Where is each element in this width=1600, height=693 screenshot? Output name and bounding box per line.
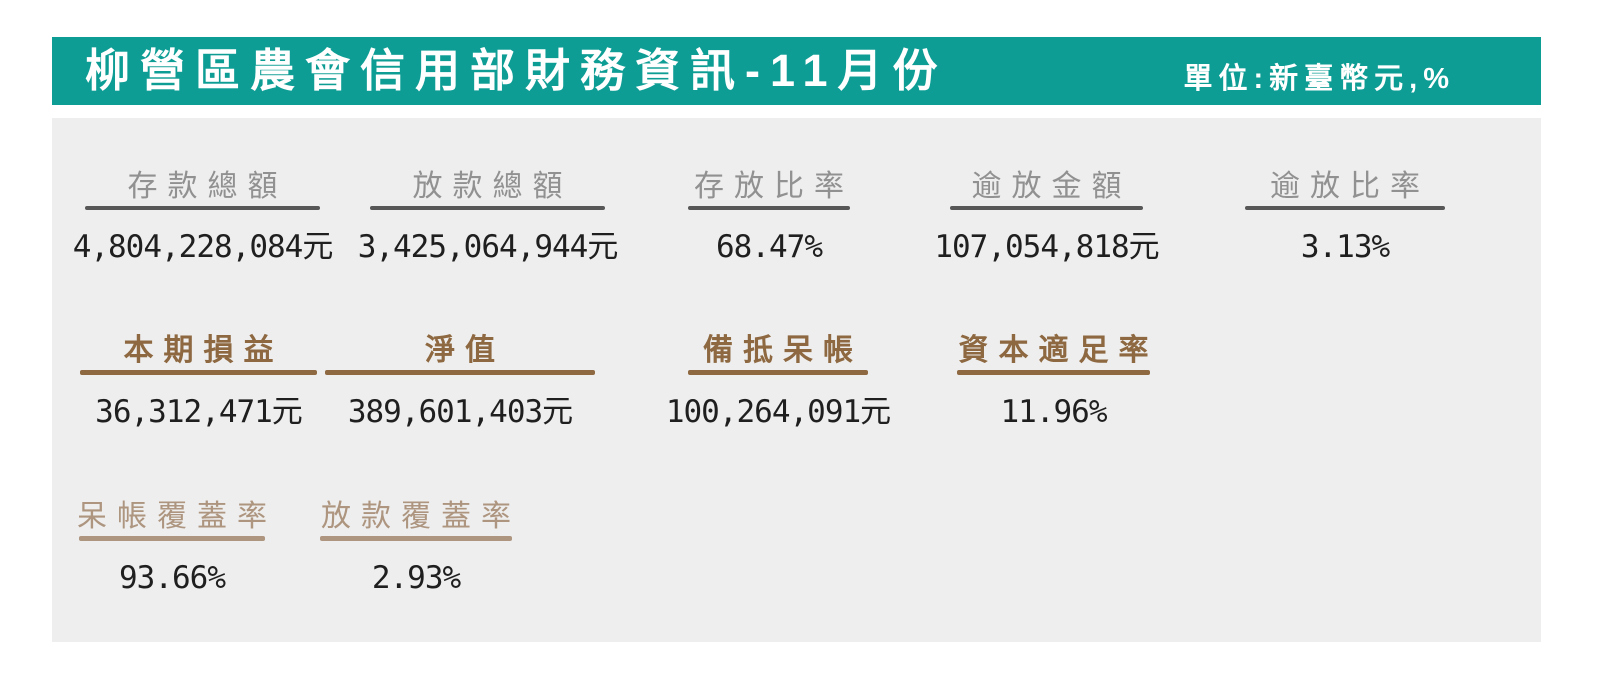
page-title: 柳營區農會信用部財務資訊-11月份	[85, 45, 948, 96]
metric-underline	[688, 370, 868, 375]
metric-underline	[80, 370, 317, 375]
metric-value: 36,312,471元	[95, 394, 303, 430]
metric-label: 呆帳覆蓋率	[77, 500, 277, 533]
metric-value: 3,425,064,944元	[357, 229, 619, 265]
metrics-panel: 存款總額 4,804,228,084元 放款總額 3,425,064,944元 …	[52, 118, 1541, 642]
metric-label: 備抵呆帳	[703, 334, 863, 367]
metric-label: 資本適足率	[958, 334, 1159, 367]
metric-value: 2.93%	[371, 560, 461, 596]
metric-underline	[688, 206, 850, 210]
metric-value: 93.66%	[119, 560, 226, 596]
unit-note: 單位:新臺幣元,%	[1183, 63, 1455, 95]
metric-bad-debt-allowance: 備抵呆帳 100,264,091元	[666, 332, 891, 433]
metric-value: 389,601,403元	[347, 394, 573, 430]
metric-label: 放款總額	[412, 170, 573, 203]
metric-label: 逾放金額	[971, 170, 1132, 203]
metric-current-profit: 本期損益 36,312,471元	[80, 332, 317, 433]
metric-underline	[85, 206, 320, 210]
metric-value: 3.13%	[1300, 229, 1390, 265]
metric-loan-coverage-ratio: 放款覆蓋率 2.93%	[320, 498, 512, 599]
metric-label: 放款覆蓋率	[321, 500, 521, 533]
metric-underline	[950, 206, 1143, 210]
metric-overdue-loan-ratio: 逾放比率 3.13%	[1245, 168, 1445, 268]
metric-net-worth: 淨值 389,601,403元	[325, 332, 595, 433]
metric-total-loans: 放款總額 3,425,064,944元	[358, 168, 619, 268]
metric-label: 存款總額	[127, 170, 288, 203]
metric-label: 淨值	[425, 334, 505, 367]
header-bar: 柳營區農會信用部財務資訊-11月份 單位:新臺幣元,%	[52, 37, 1541, 105]
metric-loan-deposit-ratio: 存放比率 68.47%	[688, 168, 850, 268]
metric-value: 107,054,818元	[934, 229, 1159, 265]
metric-capital-adequacy-ratio: 資本適足率 11.96%	[957, 332, 1150, 433]
metric-total-deposits: 存款總額 4,804,228,084元	[73, 168, 334, 268]
metric-label: 存放比率	[694, 170, 854, 203]
metric-underline	[325, 370, 595, 375]
metric-overdue-loan-amount: 逾放金額 107,054,818元	[934, 168, 1159, 268]
metric-value: 68.47%	[716, 229, 823, 265]
metric-bad-debt-coverage-ratio: 呆帳覆蓋率 93.66%	[77, 498, 267, 599]
metric-value: 4,804,228,084元	[72, 229, 334, 265]
metric-label: 逾放比率	[1270, 170, 1430, 203]
metric-underline	[1245, 206, 1445, 210]
metric-underline	[79, 536, 265, 541]
metric-label: 本期損益	[123, 334, 284, 367]
metric-underline	[320, 536, 512, 541]
metric-underline	[370, 206, 605, 210]
metric-underline	[957, 370, 1150, 375]
metric-value: 100,264,091元	[665, 394, 891, 430]
metric-value: 11.96%	[1000, 394, 1108, 430]
